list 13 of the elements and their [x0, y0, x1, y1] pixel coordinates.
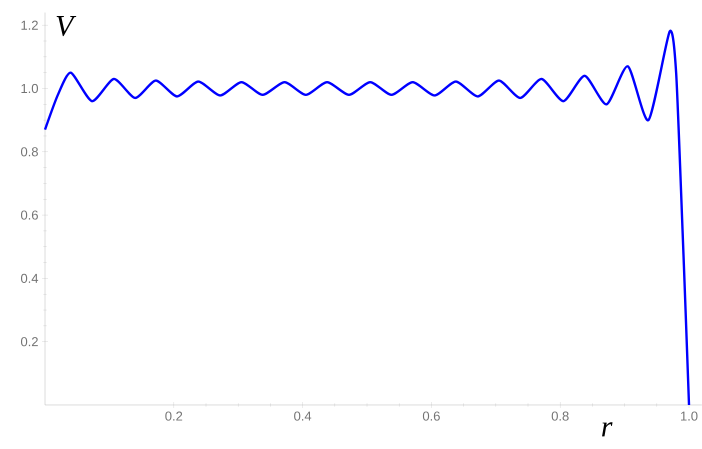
y-tick-label: 1.0: [21, 84, 38, 94]
x-tick-label: 0.8: [552, 412, 569, 421]
y-axis-title: V: [56, 16, 76, 36]
y-tick-label: 0.2: [20, 337, 38, 346]
x-tick-label: 1.0: [680, 412, 698, 421]
y-tick-label: 0.8: [20, 147, 38, 156]
x-tick-label: 0.6: [422, 412, 440, 421]
y-tick-label: 1.2: [21, 20, 38, 30]
x-tick-label: 0.4: [294, 412, 312, 421]
x-tick-label: 0.2: [165, 412, 182, 421]
y-tick-label: 0.6: [20, 210, 38, 220]
y-tick-label: 0.4: [20, 274, 38, 283]
x-axis-title: r: [602, 422, 613, 436]
